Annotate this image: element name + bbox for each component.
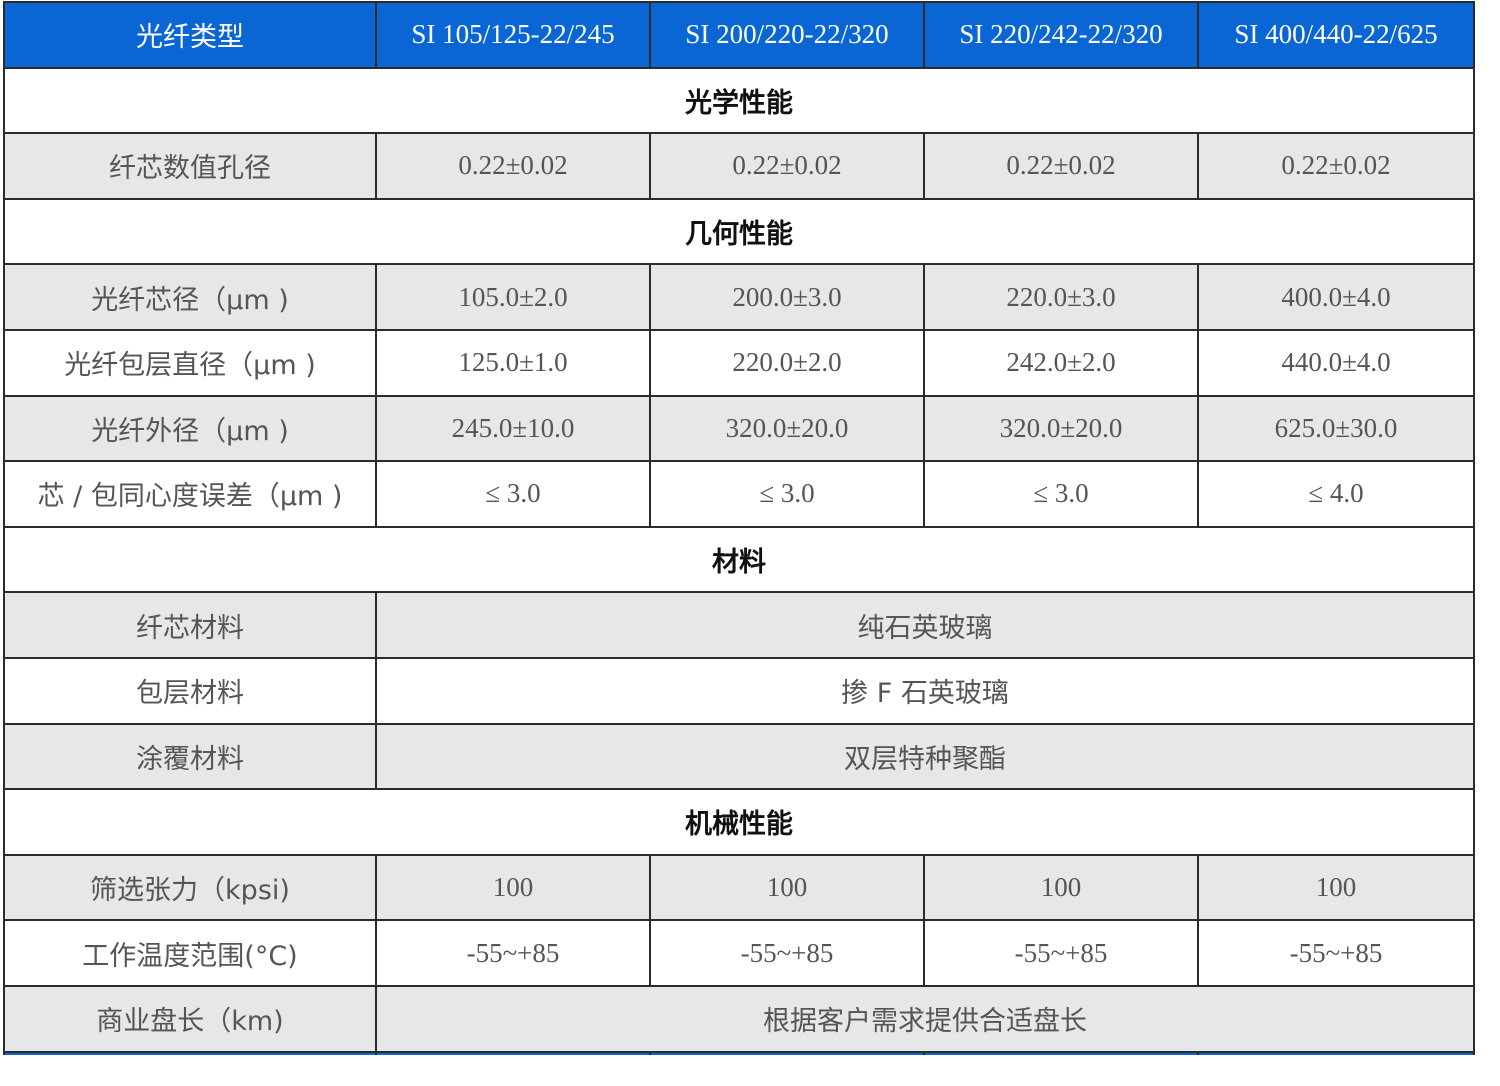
header-col: SI 200/220-22/320	[649, 1, 925, 69]
cell: 纯石英玻璃	[375, 591, 1475, 659]
footer-cell	[923, 1050, 1199, 1055]
table-row: 筛选张力（kpsi) 100 100 100 100	[3, 853, 1475, 922]
table-row: 纤芯数值孔径 0.22±0.02 0.22±0.02 0.22±0.02 0.2…	[3, 132, 1475, 200]
table-row: 芯 / 包同心度误差（μm ) ≤ 3.0 ≤ 3.0 ≤ 3.0 ≤ 4.0	[3, 460, 1475, 528]
table-row: 包层材料 掺 F 石英玻璃	[3, 656, 1475, 725]
cell: 320.0±20.0	[923, 394, 1199, 463]
cell: 625.0±30.0	[1197, 394, 1475, 463]
header-col: SI 220/242-22/320	[923, 1, 1199, 69]
section-mechanical: 机械性能	[3, 788, 1475, 856]
footer-cell	[1197, 1050, 1475, 1055]
cell: -55~+85	[923, 919, 1199, 987]
cell: 100	[375, 853, 651, 922]
cell: ≤ 3.0	[923, 460, 1199, 528]
row-label: 商业盘长（km)	[3, 984, 377, 1053]
fiber-spec-table: 光纤类型 SI 105/125-22/245 SI 200/220-22/320…	[3, 1, 1475, 1055]
footer-cell	[375, 1050, 651, 1055]
footer-strip	[3, 1050, 1475, 1055]
cell: 掺 F 石英玻璃	[375, 656, 1475, 725]
cell: 0.22±0.02	[1197, 132, 1475, 200]
section-optical: 光学性能	[3, 66, 1475, 135]
table-row: 纤芯材料 纯石英玻璃	[3, 591, 1475, 659]
cell: 100	[1197, 853, 1475, 922]
section-material: 材料	[3, 525, 1475, 594]
cell: 100	[923, 853, 1199, 922]
cell: 242.0±2.0	[923, 328, 1199, 397]
table-row: 光纤包层直径（μm ) 125.0±1.0 220.0±2.0 242.0±2.…	[3, 328, 1475, 397]
table-row: 涂覆材料 双层特种聚酯	[3, 722, 1475, 791]
table-row: 工作温度范围(°C) -55~+85 -55~+85 -55~+85 -55~+…	[3, 919, 1475, 987]
row-label: 纤芯数值孔径	[3, 132, 377, 200]
cell: -55~+85	[375, 919, 651, 987]
table-row: 光纤芯径（μm ) 105.0±2.0 200.0±3.0 220.0±3.0 …	[3, 263, 1475, 331]
cell: 100	[649, 853, 925, 922]
cell: -55~+85	[649, 919, 925, 987]
header-col: SI 105/125-22/245	[375, 1, 651, 69]
cell: ≤ 3.0	[375, 460, 651, 528]
row-label: 筛选张力（kpsi)	[3, 853, 377, 922]
cell: 0.22±0.02	[375, 132, 651, 200]
header-row: 光纤类型 SI 105/125-22/245 SI 200/220-22/320…	[3, 1, 1475, 69]
header-col: SI 400/440-22/625	[1197, 1, 1475, 69]
table-row: 商业盘长（km) 根据客户需求提供合适盘长	[3, 984, 1475, 1053]
cell: 200.0±3.0	[649, 263, 925, 331]
cell: 0.22±0.02	[923, 132, 1199, 200]
footer-cell	[649, 1050, 925, 1055]
cell: 400.0±4.0	[1197, 263, 1475, 331]
row-label: 纤芯材料	[3, 591, 377, 659]
footer-cell	[3, 1050, 377, 1055]
row-label: 涂覆材料	[3, 722, 377, 791]
table-row: 光纤外径（μm ) 245.0±10.0 320.0±20.0 320.0±20…	[3, 394, 1475, 463]
row-label: 光纤芯径（μm )	[3, 263, 377, 331]
section-geometry: 几何性能	[3, 197, 1475, 266]
cell: 320.0±20.0	[649, 394, 925, 463]
row-label: 工作温度范围(°C)	[3, 919, 377, 987]
cell: 双层特种聚酯	[375, 722, 1475, 791]
row-label: 芯 / 包同心度误差（μm )	[3, 460, 377, 528]
cell: 220.0±3.0	[923, 263, 1199, 331]
cell: 0.22±0.02	[649, 132, 925, 200]
cell: ≤ 3.0	[649, 460, 925, 528]
cell: -55~+85	[1197, 919, 1475, 987]
cell: ≤ 4.0	[1197, 460, 1475, 528]
row-label: 包层材料	[3, 656, 377, 725]
cell: 根据客户需求提供合适盘长	[375, 984, 1475, 1053]
cell: 220.0±2.0	[649, 328, 925, 397]
header-fiber-type: 光纤类型	[3, 1, 377, 69]
cell: 125.0±1.0	[375, 328, 651, 397]
row-label: 光纤外径（μm )	[3, 394, 377, 463]
row-label: 光纤包层直径（μm )	[3, 328, 377, 397]
cell: 105.0±2.0	[375, 263, 651, 331]
cell: 245.0±10.0	[375, 394, 651, 463]
cell: 440.0±4.0	[1197, 328, 1475, 397]
